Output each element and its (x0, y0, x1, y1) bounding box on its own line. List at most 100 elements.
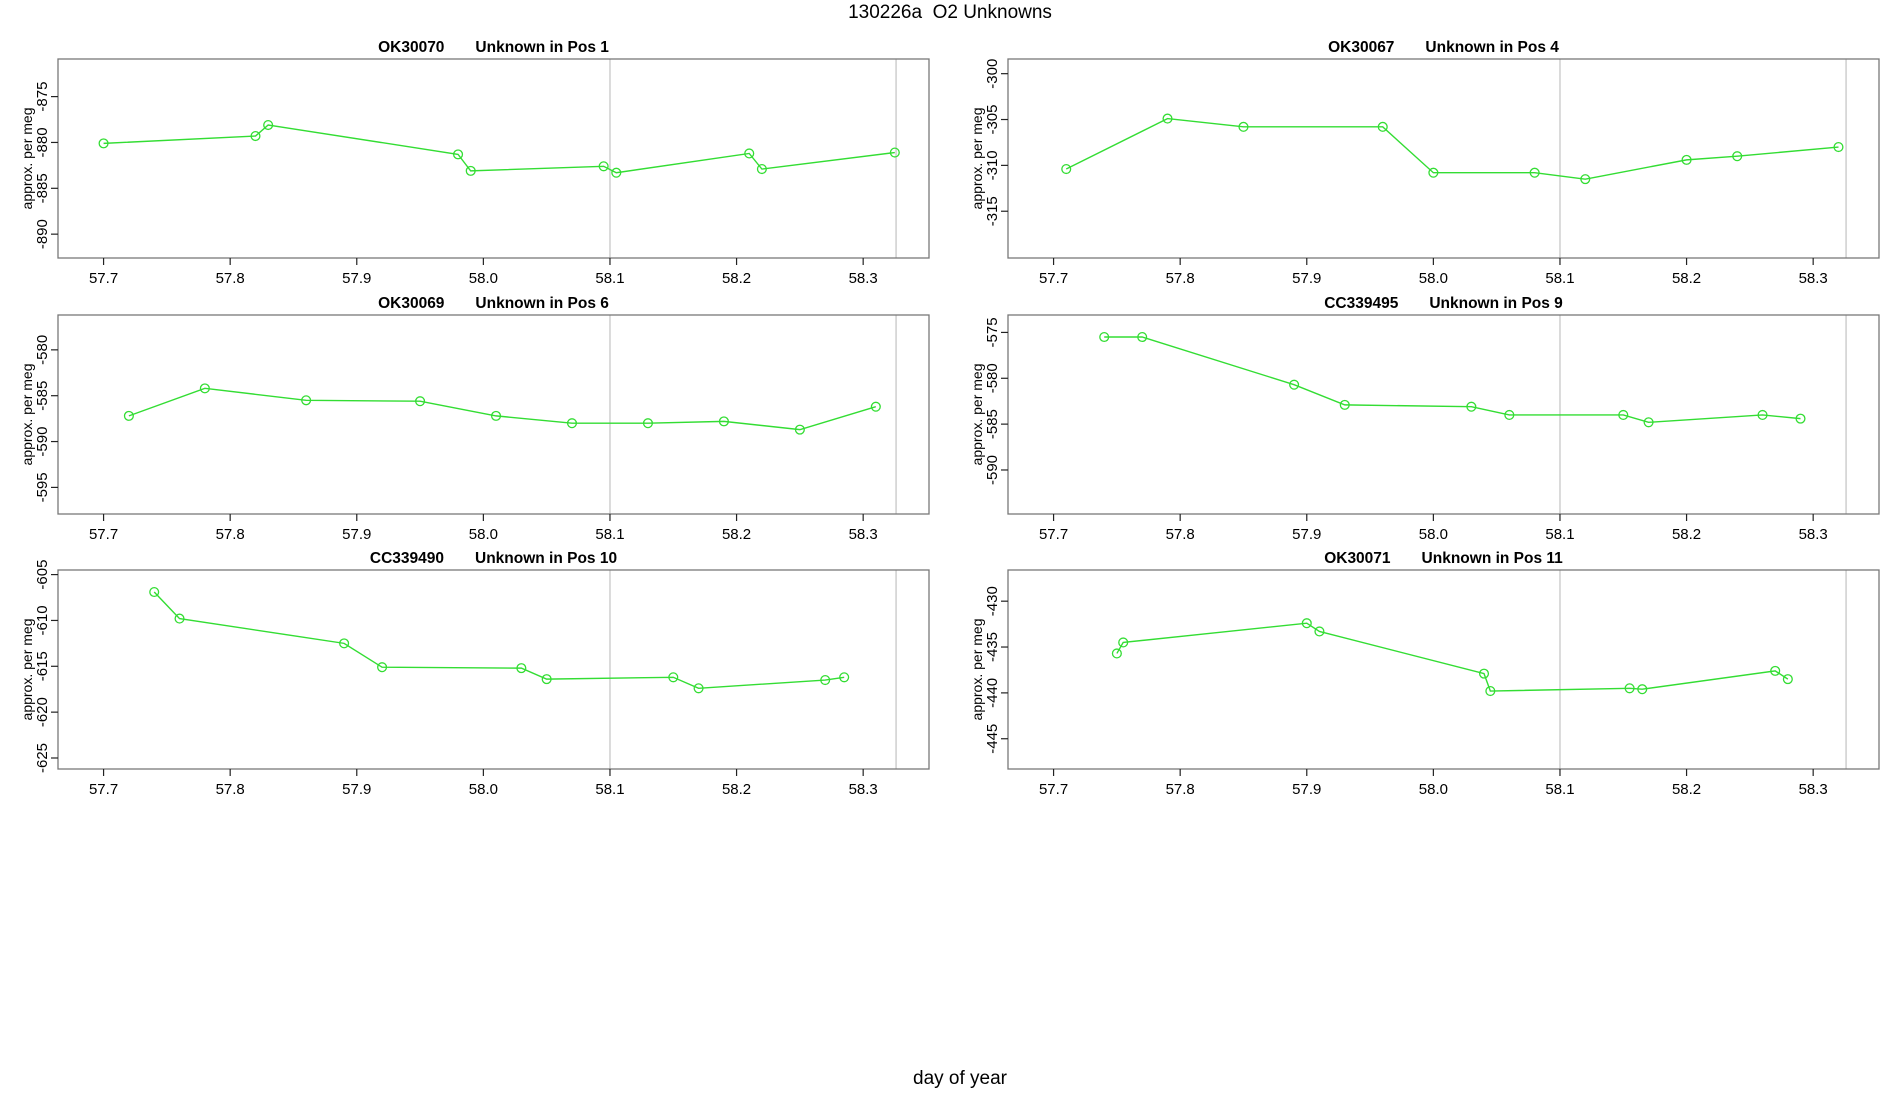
data-point-marker (301, 395, 312, 406)
plot-ok30071-pos11: 57.7 57.8 57.9 58.0 58.1 58.2 58.3 -445 -440 -435… (969, 550, 1880, 798)
data-point-marker (1757, 409, 1768, 421)
data-point-marker (1466, 401, 1477, 412)
data-point-marker (1478, 668, 1490, 679)
x-axis-label: day of year (913, 1068, 1007, 1089)
data-point-marker (199, 383, 210, 394)
data-point-marker (1377, 121, 1388, 132)
data-point-marker (1301, 618, 1312, 629)
x-tick-label: 58.0 (469, 526, 498, 543)
x-tick-label: 57.7 (1039, 270, 1068, 287)
plot-cc339490-pos10: 57.7 57.8 57.9 58.0 58.1 58.2 58.3 -625 -620 -615… (19, 550, 930, 798)
chart-cc339495-pos9: 57.7 57.8 57.9 58.0 58.1 58.2 58.3 -590 -585 -580… (950, 284, 1900, 560)
data-point-marker (490, 410, 502, 421)
panel-title: OK30067 Unknown in Pos 4 (1328, 39, 1559, 56)
x-tick-label: 58.2 (1672, 526, 1701, 543)
x-tick-label: 57.7 (89, 781, 118, 798)
x-tick-label: 58.2 (722, 526, 751, 543)
data-point-marker (566, 418, 578, 429)
plot-cc339495-pos9: 57.7 57.8 57.9 58.0 58.1 58.2 58.3 -590 -585 -580… (969, 295, 1880, 543)
data-point-marker (1238, 121, 1249, 132)
x-tick-label: 57.7 (89, 270, 118, 287)
x-tick-label: 58.1 (595, 781, 624, 798)
data-point-marker (1314, 626, 1325, 637)
x-tick-label: 58.1 (1545, 270, 1574, 287)
data-point-marker (1137, 331, 1148, 343)
y-tick-label: -580 (34, 335, 51, 365)
data-point-marker (1770, 665, 1781, 676)
data-point-marker (1624, 683, 1635, 694)
data-point-marker (1339, 399, 1350, 410)
y-tick-label: -620 (34, 697, 51, 727)
data-point-marker (415, 396, 426, 407)
panel-title: CC339495 Unknown in Pos 9 (1324, 295, 1563, 312)
panel-title: OK30071 Unknown in Pos 11 (1324, 550, 1563, 567)
data-point-marker (339, 638, 350, 649)
x-tick-label: 58.2 (722, 270, 751, 287)
data-point-marker (794, 424, 805, 435)
series-line (128, 387, 877, 431)
y-axis-title: approx. per meg (19, 364, 35, 466)
series-line (103, 124, 895, 174)
chart-ok30069-pos6: 57.7 57.8 57.9 58.0 58.1 58.2 58.3 -595 -590 -585… (0, 284, 950, 560)
x-tick-label: 58.0 (469, 781, 498, 798)
data-point-marker (1618, 409, 1629, 421)
y-tick-label: -590 (984, 455, 1001, 485)
figure-title: 130226a O2 Unknowns (848, 2, 1052, 23)
y-tick-label: -430 (984, 586, 1001, 616)
y-axis-title: approx. per meg (19, 619, 35, 721)
series-line (1116, 622, 1789, 692)
x-tick-label: 58.3 (1799, 781, 1828, 798)
x-tick-label: 57.8 (1166, 526, 1195, 543)
panel-title: OK30070 Unknown in Pos 1 (378, 39, 609, 56)
data-point-marker (1637, 684, 1648, 695)
x-tick-label: 58.1 (595, 526, 624, 543)
x-tick-label: 57.8 (216, 781, 245, 798)
x-tick-label: 57.8 (1166, 270, 1195, 287)
panel-title: CC339490 Unknown in Pos 10 (370, 550, 617, 567)
x-tick-label: 58.3 (849, 270, 878, 287)
x-tick-label: 58.0 (469, 270, 498, 287)
y-tick-label: -605 (34, 560, 51, 590)
plot-ok30070-pos1: 57.7 57.8 57.9 58.0 58.1 58.2 58.3 -890 -885 -880… (19, 39, 930, 287)
x-tick-label: 58.2 (1672, 781, 1701, 798)
y-tick-label: -575 (984, 317, 1001, 347)
data-point-marker (718, 416, 729, 427)
data-point-marker (123, 410, 134, 421)
y-tick-label: -595 (34, 472, 51, 502)
x-tick-label: 58.2 (722, 781, 751, 798)
data-point-marker (1681, 154, 1692, 165)
series-line (153, 591, 845, 690)
y-tick-label: -445 (984, 724, 1001, 754)
x-tick-label: 58.3 (1799, 270, 1828, 287)
data-point-marker (1289, 379, 1300, 390)
data-point-marker (756, 163, 767, 175)
series-line (1104, 336, 1801, 424)
data-point-marker (668, 672, 679, 683)
data-point-marker (453, 149, 464, 160)
x-tick-label: 58.0 (1419, 526, 1448, 543)
data-point-marker (870, 401, 881, 412)
y-tick-label: -580 (984, 363, 1001, 393)
x-tick-label: 58.3 (849, 781, 878, 798)
y-tick-label: -625 (34, 743, 51, 773)
data-point-marker (98, 138, 109, 149)
data-point-marker (1099, 331, 1110, 343)
data-point-marker (516, 663, 527, 674)
data-point-marker (693, 683, 704, 694)
data-point-marker (377, 662, 388, 673)
plot-ok30067-pos4: 57.7 57.8 57.9 58.0 58.1 58.2 58.3 -315 -310 -305… (969, 39, 1880, 287)
data-point-marker (839, 672, 850, 683)
y-tick-label: -885 (34, 173, 51, 203)
y-axis-title: approx. per meg (969, 619, 985, 721)
data-point-marker (541, 674, 552, 685)
data-point-marker (1795, 413, 1806, 424)
x-tick-label: 58.0 (1419, 781, 1448, 798)
data-point-marker (1504, 409, 1515, 421)
data-point-marker (744, 148, 755, 159)
data-point-marker (149, 586, 160, 598)
y-tick-label: -305 (984, 105, 1001, 135)
data-point-marker (465, 165, 476, 176)
data-point-marker (611, 167, 622, 178)
x-tick-label: 57.8 (1166, 781, 1195, 798)
